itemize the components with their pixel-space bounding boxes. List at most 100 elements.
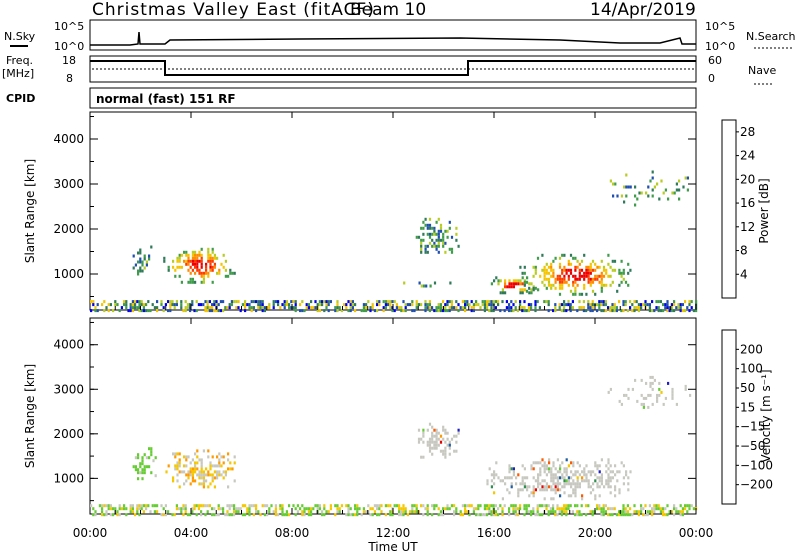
heatmap-cell [147, 504, 150, 508]
heatmap-cell [215, 303, 218, 307]
heatmap-cell [605, 283, 608, 287]
heatmap-cell [673, 513, 676, 517]
heatmap-cell [600, 259, 603, 263]
heatmap-cell [173, 303, 176, 307]
heatmap-cell [552, 476, 555, 480]
heatmap-cell [198, 271, 201, 275]
heatmap-cell [512, 282, 515, 286]
heatmap-cell [444, 306, 447, 310]
heatmap-cell [200, 467, 203, 471]
heatmap-cell [227, 274, 230, 278]
heatmap-cell [191, 303, 194, 307]
heatmap-cell [594, 464, 597, 468]
heatmap-cell [666, 306, 669, 310]
heatmap-cell [153, 510, 156, 514]
heatmap-cell [560, 513, 563, 517]
heatmap-cell [178, 485, 181, 489]
heatmap-cell [598, 504, 601, 508]
heatmap-cell [453, 449, 456, 453]
heatmap-cell [288, 513, 291, 517]
heatmap-cell [378, 303, 381, 307]
heatmap-cell [572, 491, 575, 495]
heatmap-cell [668, 510, 671, 514]
heatmap-cell [585, 274, 588, 278]
heatmap-cell [191, 458, 194, 462]
heatmap-cell [627, 488, 630, 492]
heatmap-cell [153, 504, 156, 508]
heatmap-cell [178, 461, 181, 465]
heatmap-cell [622, 300, 625, 304]
heatmap-cell [620, 461, 623, 465]
heatmap-cell [578, 262, 581, 266]
heatmap-cell [558, 306, 561, 310]
heatmap-cell [145, 507, 148, 511]
heatmap-cell [301, 513, 304, 517]
heatmap-cell [534, 461, 537, 465]
heatmap-cell [541, 253, 544, 257]
heatmap-cell [563, 277, 566, 281]
heatmap-cell [534, 268, 537, 272]
heatmap-cell [556, 470, 559, 474]
heatmap-cell [679, 303, 682, 307]
heatmap-cell [554, 485, 557, 489]
heatmap-cell [637, 303, 640, 307]
heatmap-cell [92, 300, 95, 304]
heatmap-cell [435, 244, 438, 248]
heatmap-cell [547, 283, 551, 287]
heatmap-cell [600, 280, 603, 284]
heatmap-cell [191, 473, 194, 477]
heatmap-cell [136, 306, 139, 310]
heatmap-cell [600, 513, 603, 517]
heatmap-cell [94, 513, 97, 517]
heatmap-cell [565, 482, 568, 486]
heatmap-cell [334, 309, 337, 313]
heatmap-cell [141, 471, 144, 475]
heatmap-cell [530, 510, 533, 514]
heatmap-cell [360, 513, 363, 517]
heatmap-cell [244, 504, 247, 508]
heatmap-cell [494, 300, 497, 304]
heatmap-cell [583, 286, 586, 290]
heatmap-cell [183, 482, 186, 486]
heatmap-cell [209, 256, 212, 260]
heatmap-cell [572, 461, 575, 465]
heatmap-cell [587, 306, 590, 310]
heatmap-cell [449, 281, 452, 285]
heatmap-cell [180, 253, 183, 257]
heatmap-cell [552, 504, 555, 508]
heatmap-cell [545, 277, 548, 281]
heatmap-cell [120, 507, 123, 511]
heatmap-cell [178, 265, 181, 269]
heatmap-cell [510, 482, 513, 486]
heatmap-cell [448, 443, 451, 447]
heatmap-cell [614, 494, 617, 498]
heatmap-cell [189, 280, 192, 284]
heatmap-cell [362, 510, 365, 514]
heatmap-cell [123, 300, 126, 304]
heatmap-cell [607, 482, 610, 486]
heatmap-cell [142, 504, 145, 508]
heatmap-cell [134, 303, 137, 307]
heatmap-cell [644, 300, 647, 304]
heatmap-cell [186, 303, 189, 307]
heatmap-cell [428, 300, 431, 304]
heatmap-cell [521, 271, 524, 275]
heatmap-cell [585, 292, 588, 296]
heatmap-cell [176, 259, 179, 263]
heatmap-cell [305, 303, 308, 307]
heatmap-cell [671, 393, 674, 397]
heatmap-cell [213, 507, 216, 511]
heatmap-cell [554, 277, 557, 281]
heatmap-cell [532, 507, 535, 511]
heatmap-cell [591, 277, 595, 281]
heatmap-cell [649, 179, 652, 183]
heatmap-cell [437, 306, 440, 310]
heatmap-cell [563, 482, 566, 486]
heatmap-cell [200, 473, 203, 477]
heatmap-cell [598, 306, 601, 310]
heatmap-cell [431, 446, 434, 450]
heatmap-cell [649, 375, 652, 379]
heatmap-cell [470, 300, 473, 304]
heatmap-cell [288, 303, 291, 307]
heatmap-cell [200, 464, 203, 468]
